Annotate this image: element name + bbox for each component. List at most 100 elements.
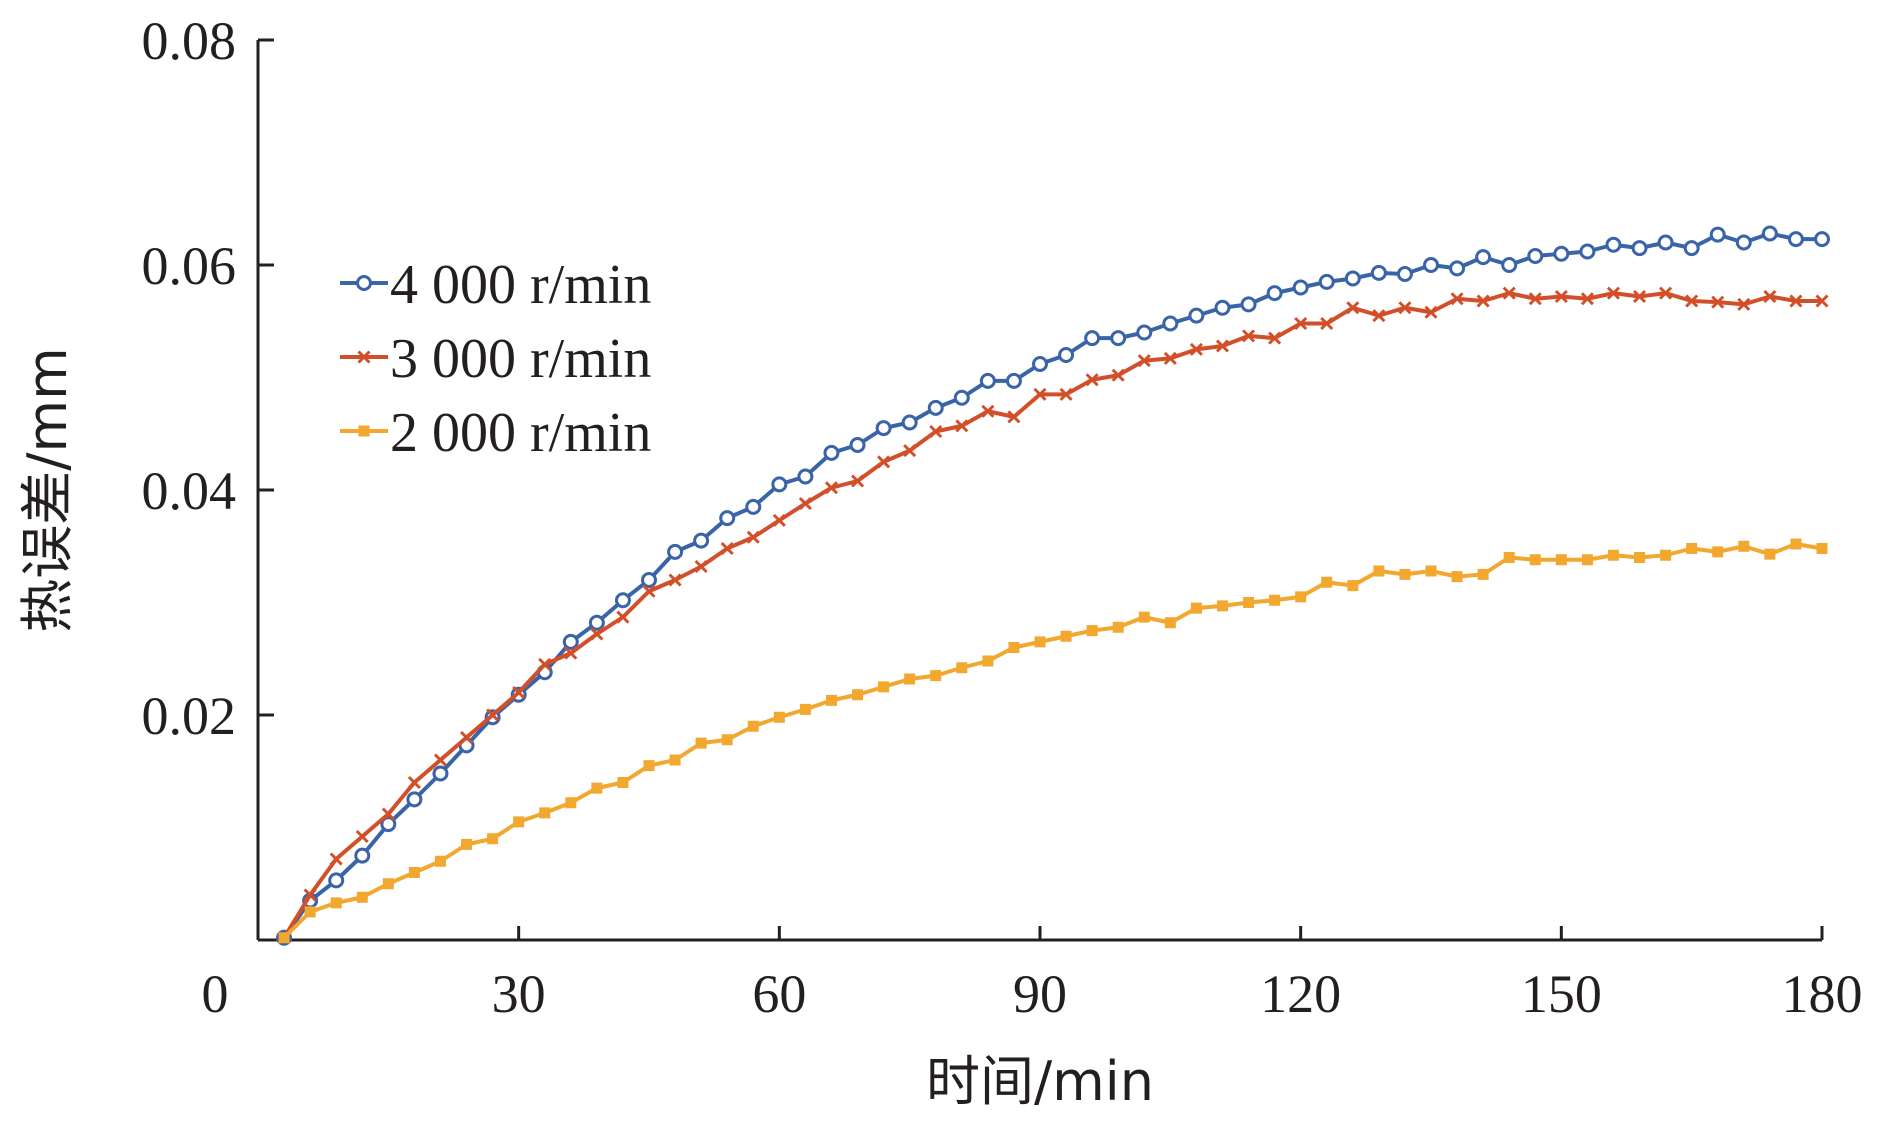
data-point [1215,339,1230,353]
data-point [850,474,865,488]
data-point [433,753,448,767]
series-2 [278,538,1828,944]
data-point [1346,301,1360,315]
data-point [1321,576,1333,588]
data-point [1501,257,1518,273]
data-point [1634,552,1646,563]
data-point [539,807,551,819]
data-point [1709,226,1726,243]
data-point [1555,554,1567,566]
data-point [1269,594,1281,606]
data-point [538,657,552,671]
ticks: 30 60 90 120 150 180 0.02 0.04 0.06 0.08 [142,11,1863,1024]
data-point [1579,243,1596,260]
data-point [461,838,473,850]
data-point [852,689,864,701]
data-point [1163,351,1177,365]
data-point [823,444,840,461]
legend-item: 4 000 r/min [340,254,651,316]
data-point [356,891,368,903]
data-point [643,760,655,772]
data-point [1396,266,1413,282]
data-point [1189,342,1203,356]
data-point [1790,538,1802,550]
data-point [979,372,996,389]
data-point [1110,330,1127,347]
data-point [955,419,969,433]
data-point [799,703,811,715]
data-point [1138,611,1150,623]
x-tick-label: 180 [1782,964,1863,1024]
data-point [1449,260,1466,277]
data-point [642,584,656,598]
data-point [1475,249,1492,266]
data-point [407,775,421,790]
data-point [721,734,733,746]
x-axis-title: 时间/min [926,1050,1154,1113]
data-point [1425,565,1437,577]
data-point [982,655,994,667]
data-point [1188,307,1205,324]
data-point [1399,568,1411,580]
data-point [1735,234,1752,251]
x-tick-label: 30 [492,964,546,1024]
data-point [1007,410,1021,424]
data-point [1060,630,1072,642]
data-point [1164,617,1176,629]
data-point [1631,240,1648,257]
data-point [1373,565,1385,577]
data-point [798,496,812,511]
data-point [747,720,759,732]
data-point [1450,292,1464,306]
data-point [408,867,420,878]
data-point [1137,354,1151,368]
data-point [849,437,866,453]
y-tick-label: 0.04 [142,461,237,521]
data-point [564,646,578,660]
data-point [1372,309,1386,323]
data-point [695,737,707,749]
data-point [1686,543,1698,554]
data-point [565,797,577,809]
data-point [1295,591,1307,603]
data-point [406,791,423,808]
data-point [825,694,837,706]
data-point [1424,305,1438,319]
data-point [614,592,631,609]
data-point [1268,331,1282,345]
legend-item: 2 000 r/min [340,402,651,464]
data-point [1318,273,1335,290]
data-point [432,765,449,782]
data-point [1660,549,1672,561]
data-point [668,573,682,587]
data-point [1059,387,1073,401]
data-point [303,888,317,902]
data-point [669,754,681,766]
data-point [1136,324,1153,341]
data-point [512,685,526,700]
series-1 [277,286,1829,945]
data-point [929,424,943,439]
data-point [719,510,736,527]
data-point [1502,286,1516,300]
data-point [720,541,734,556]
data-point [1111,368,1125,382]
data-point [771,476,788,493]
data-point [304,906,316,918]
data-point [1085,373,1099,387]
data-point [1816,543,1828,554]
data-point [1216,600,1228,612]
legend-marker [358,425,370,437]
data-point [1528,292,1542,306]
data-point [486,708,500,722]
origin-label: 0 [202,964,229,1024]
data-point [877,455,891,469]
data-point [434,855,446,867]
data-point [329,852,343,866]
y-axis-title: 热误差/mm [16,347,79,632]
y-tick-label: 0.06 [142,236,237,296]
data-point [1477,568,1489,580]
data-point [1032,356,1048,372]
data-point [904,673,916,685]
